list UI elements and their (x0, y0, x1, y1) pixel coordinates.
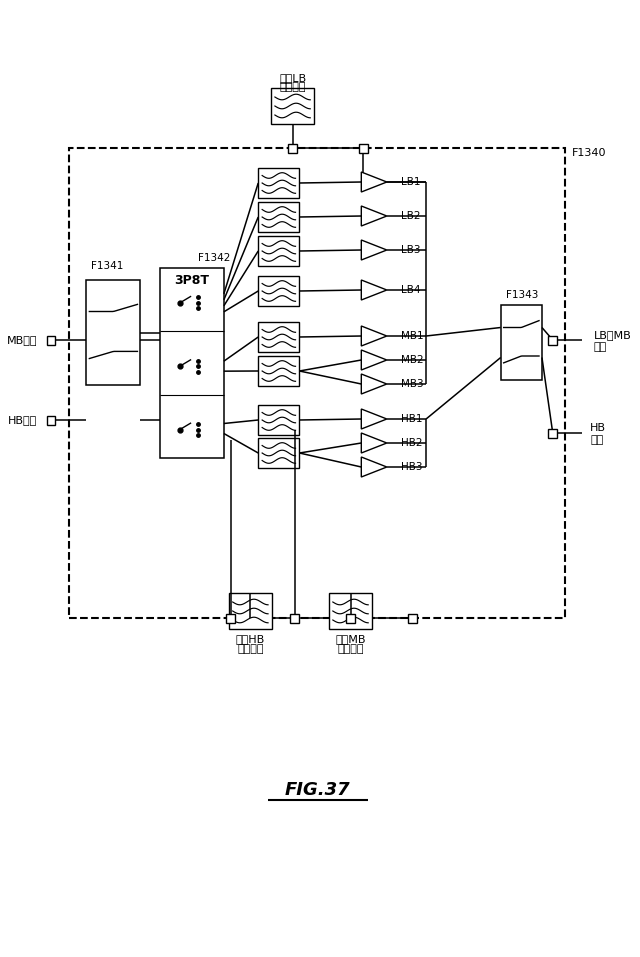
Bar (258, 356, 300, 386)
Bar (290, 613, 299, 622)
Bar (228, 593, 272, 629)
Polygon shape (362, 374, 387, 394)
Text: FIG.37: FIG.37 (284, 781, 350, 799)
Text: MB3: MB3 (401, 379, 423, 389)
Text: HB3: HB3 (401, 462, 422, 472)
Polygon shape (362, 433, 387, 453)
Bar (408, 613, 417, 622)
Bar (548, 336, 557, 345)
Polygon shape (362, 409, 387, 429)
Bar (258, 276, 300, 306)
Text: フィルタ: フィルタ (337, 644, 364, 654)
Bar (160, 268, 224, 458)
Bar (258, 438, 300, 468)
Bar (548, 429, 557, 437)
Bar (258, 322, 300, 352)
Bar (227, 613, 235, 622)
Text: LB3: LB3 (401, 245, 420, 255)
Polygon shape (362, 326, 387, 346)
Text: MB1: MB1 (401, 331, 423, 341)
Text: LB2: LB2 (401, 211, 420, 221)
Bar (47, 415, 56, 425)
Text: フィルタ: フィルタ (237, 644, 264, 654)
Polygon shape (362, 457, 387, 477)
Text: HB2: HB2 (401, 438, 422, 448)
Bar (47, 336, 56, 345)
Bar (359, 144, 368, 152)
Polygon shape (362, 172, 387, 192)
Text: MB入力: MB入力 (7, 335, 37, 345)
Bar (258, 202, 300, 232)
Text: 出力: 出力 (590, 435, 604, 445)
Text: フィルタ: フィルタ (279, 82, 306, 92)
Text: HB: HB (590, 423, 606, 433)
Bar (346, 613, 355, 622)
Bar (329, 593, 372, 629)
Polygon shape (362, 240, 387, 260)
Text: HB入力: HB入力 (8, 415, 37, 425)
Text: F1343: F1343 (506, 290, 538, 300)
Bar (86, 280, 140, 385)
Text: LB1: LB1 (401, 177, 420, 187)
Bar (258, 236, 300, 266)
Text: 外部MB: 外部MB (335, 634, 365, 644)
Bar (258, 168, 300, 198)
Text: LB／MB: LB／MB (594, 330, 632, 340)
Bar (271, 88, 314, 124)
Text: MB2: MB2 (401, 355, 423, 365)
Polygon shape (362, 280, 387, 300)
Text: F1341: F1341 (92, 261, 124, 271)
Bar (68, 148, 564, 618)
Bar (500, 305, 542, 380)
Polygon shape (362, 206, 387, 226)
Bar (288, 144, 297, 152)
Text: 外部LB: 外部LB (279, 73, 306, 83)
Text: 3P8T: 3P8T (175, 274, 209, 286)
Text: 外部HB: 外部HB (236, 634, 265, 644)
Text: 出力: 出力 (594, 342, 607, 352)
Text: LB4: LB4 (401, 285, 420, 295)
Text: F1340: F1340 (572, 148, 606, 158)
Text: F1342: F1342 (198, 253, 230, 263)
Text: HB1: HB1 (401, 414, 422, 424)
Polygon shape (362, 350, 387, 370)
Bar (258, 405, 300, 435)
